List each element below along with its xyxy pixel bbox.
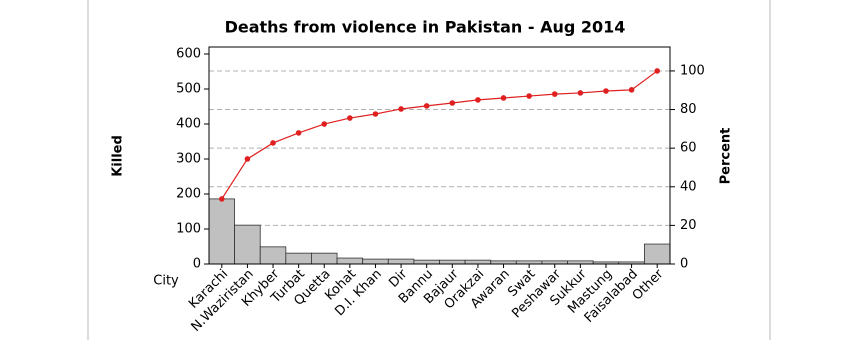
cumulative-point xyxy=(449,100,456,106)
y2-tick-label: 20 xyxy=(680,218,697,233)
plot-frame xyxy=(208,46,671,265)
cumulative-line xyxy=(221,70,658,200)
cumulative-point xyxy=(347,115,353,121)
cumulative-point xyxy=(526,93,532,99)
y2-tick-label: 80 xyxy=(680,102,697,117)
y-tick-label: 0 xyxy=(193,257,201,272)
cumulative-point xyxy=(372,111,379,117)
cumulative-point xyxy=(219,196,225,202)
bar xyxy=(311,252,338,265)
y2-tick-label: 60 xyxy=(680,141,697,156)
cumulative-point xyxy=(244,156,251,162)
cumulative-point xyxy=(551,91,558,97)
bar xyxy=(439,259,466,265)
bar xyxy=(336,257,364,265)
y-tick-label: 600 xyxy=(176,47,201,62)
bar xyxy=(234,224,261,265)
bar xyxy=(387,258,415,265)
y2-tick-label: 0 xyxy=(680,257,688,272)
cumulative-point xyxy=(423,103,430,109)
cumulative-point xyxy=(398,106,404,112)
bar xyxy=(413,259,440,265)
y2-tick-label: 40 xyxy=(680,179,697,194)
bar xyxy=(643,243,671,265)
bar xyxy=(285,252,312,265)
y-tick-label: 300 xyxy=(176,152,201,167)
bar xyxy=(362,258,389,265)
cumulative-point xyxy=(628,87,635,93)
chart-title: Deaths from violence in Pakistan - Aug 2… xyxy=(225,18,626,37)
cumulative-point xyxy=(500,95,507,101)
y-tick-label: 100 xyxy=(176,222,201,237)
y-tick-label: 200 xyxy=(176,187,201,202)
y2-tick-label: 100 xyxy=(680,63,705,78)
y2-axis-label: Percent xyxy=(719,128,734,185)
y-tick-label: 400 xyxy=(176,117,201,132)
cumulative-point xyxy=(295,130,302,136)
bar xyxy=(208,198,236,265)
cumulative-point xyxy=(475,97,481,103)
cumulative-point xyxy=(577,90,584,96)
cumulative-point xyxy=(270,140,276,146)
y-tick-label: 500 xyxy=(176,82,201,97)
cumulative-point xyxy=(603,88,609,94)
cumulative-point xyxy=(654,68,660,74)
y-axis-label: Killed xyxy=(111,135,126,177)
cumulative-point xyxy=(321,121,328,127)
bar xyxy=(259,246,287,265)
x-axis-label: City xyxy=(153,274,179,289)
bar xyxy=(464,259,492,265)
